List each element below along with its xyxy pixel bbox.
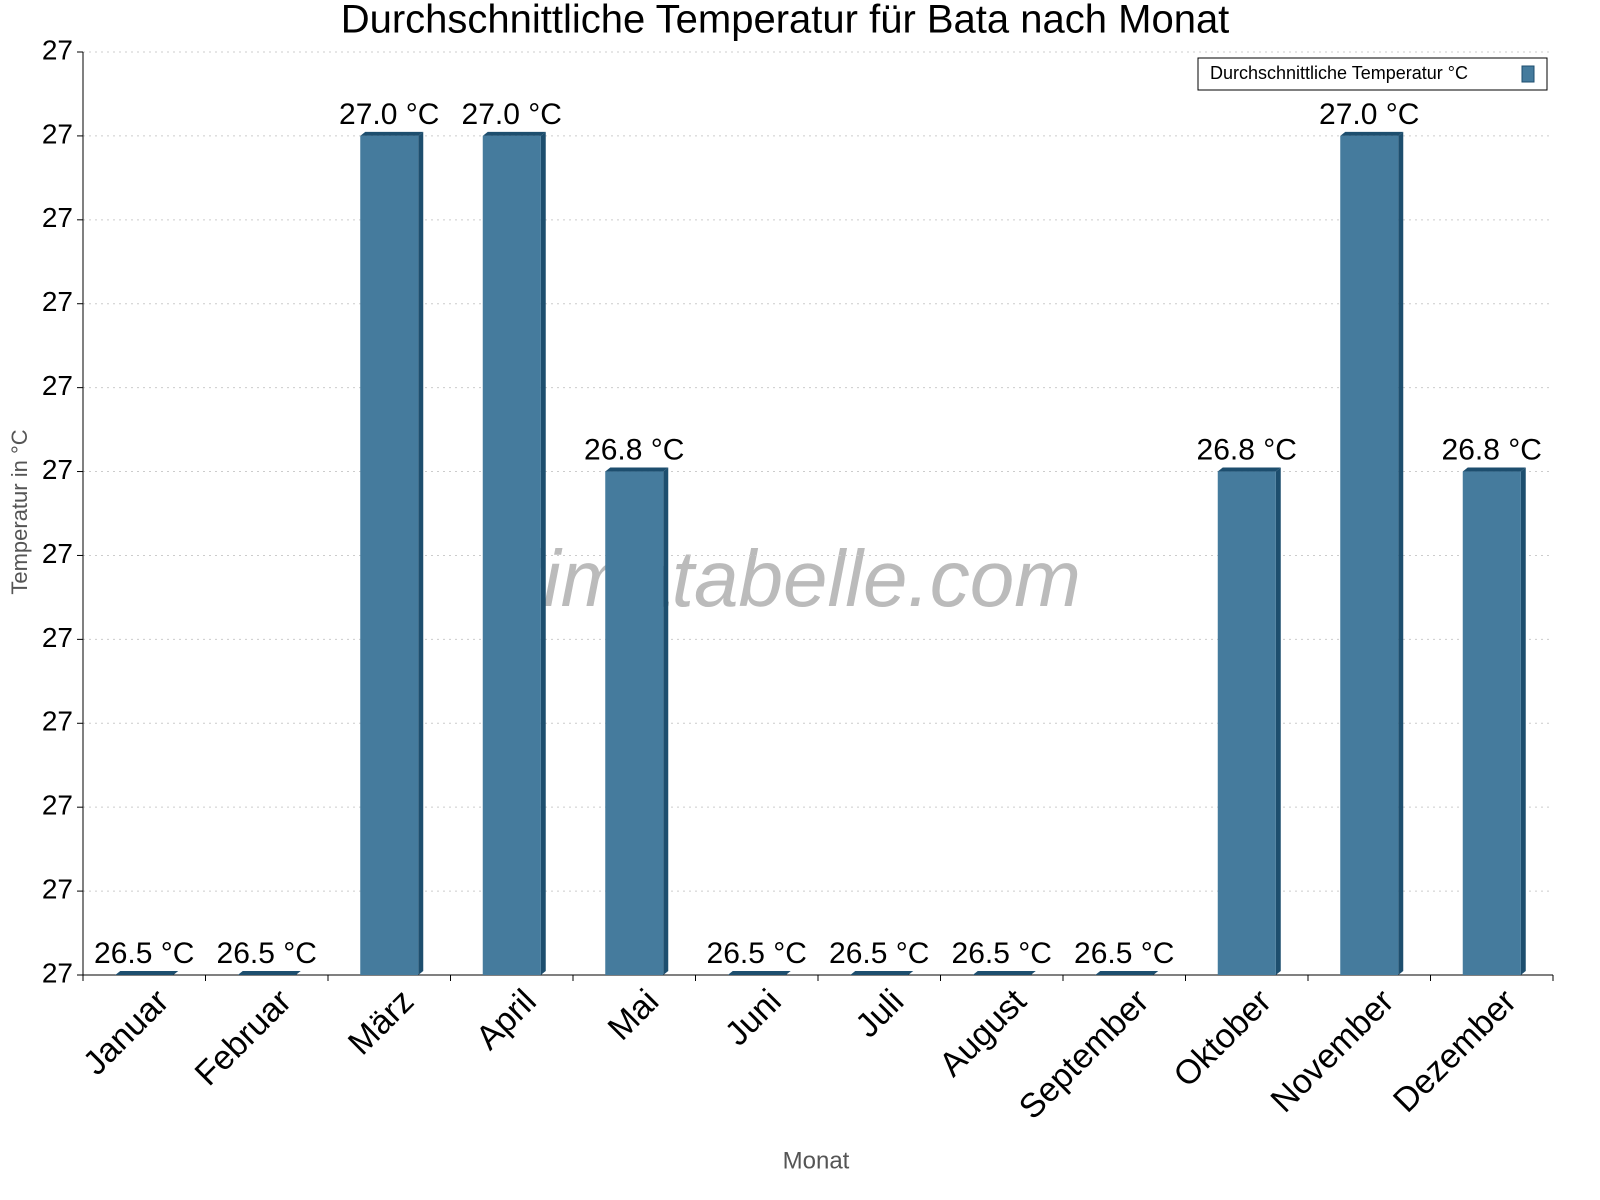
value-label: 26.8 °C	[1442, 433, 1542, 466]
bar-top	[1095, 971, 1159, 975]
x-tick-label: April	[469, 982, 544, 1057]
bar-top	[1462, 467, 1526, 472]
value-label: 26.5 °C	[94, 937, 194, 970]
value-label: 26.8 °C	[1197, 433, 1297, 466]
bar-top	[360, 131, 424, 136]
y-tick-label: 27	[42, 118, 73, 149]
value-label: 27.0 °C	[339, 98, 439, 131]
y-axis-label: Temperatur in °C	[7, 429, 32, 594]
bar-top	[972, 971, 1036, 975]
bar-side	[418, 131, 424, 976]
bar-side	[1398, 131, 1404, 976]
watermark: klimatabelle.com	[485, 534, 1081, 623]
y-tick-label: 27	[42, 286, 73, 317]
y-tick-label: 27	[42, 538, 73, 569]
bar	[1217, 471, 1276, 975]
bar-top	[1217, 467, 1281, 472]
bar-side	[663, 467, 669, 975]
bar-top	[850, 971, 914, 975]
x-tick-label: Dezember	[1386, 982, 1524, 1120]
x-tick-label: Mai	[601, 982, 667, 1048]
chart-title: Durchschnittliche Temperatur für Bata na…	[341, 0, 1230, 42]
x-tick-label: Juni	[718, 982, 789, 1053]
bar-side	[1275, 467, 1281, 975]
legend-box	[1197, 57, 1548, 91]
bar	[1340, 135, 1399, 976]
x-tick-label: Februar	[188, 982, 299, 1093]
y-tick-label: 27	[42, 622, 73, 653]
value-label: 27.0 °C	[1319, 98, 1419, 131]
x-tick-label: August	[932, 982, 1034, 1084]
bar-top	[605, 467, 669, 472]
value-label: 26.5 °C	[952, 937, 1052, 970]
bar-top	[727, 971, 791, 975]
bar	[1462, 471, 1521, 975]
y-tick-label: 27	[42, 202, 73, 233]
y-tick-label: 27	[42, 706, 73, 737]
bar-side	[540, 131, 546, 976]
x-axis-label: Monat	[783, 1147, 850, 1174]
x-tick-label: September	[1012, 982, 1156, 1126]
y-tick-label: 27	[42, 34, 73, 65]
bar	[605, 471, 664, 975]
x-tick-label: Oktober	[1166, 982, 1278, 1094]
legend-label: Durchschnittliche Temperatur °C	[1210, 63, 1468, 83]
value-label: 27.0 °C	[462, 98, 562, 131]
y-tick-label: 27	[42, 454, 73, 485]
x-tick-label: November	[1263, 982, 1401, 1120]
bar-top	[482, 131, 546, 136]
bar-top	[1340, 131, 1404, 136]
x-tick-label: Januar	[76, 982, 176, 1082]
y-tick-label: 27	[42, 370, 73, 401]
y-tick-label: 27	[42, 873, 73, 904]
bar-top	[115, 971, 179, 975]
value-label: 26.5 °C	[1074, 937, 1174, 970]
bar-top	[237, 971, 301, 975]
y-tick-label: 27	[42, 957, 73, 988]
bar-side	[1520, 467, 1526, 975]
x-tick-label: Juli	[848, 982, 911, 1045]
value-label: 26.5 °C	[217, 937, 317, 970]
value-label: 26.5 °C	[707, 937, 807, 970]
bar	[360, 135, 419, 976]
value-label: 26.5 °C	[829, 937, 929, 970]
bar	[482, 135, 541, 976]
legend-swatch	[1521, 65, 1535, 83]
value-label: 26.8 °C	[584, 433, 684, 466]
y-tick-label: 27	[42, 790, 73, 821]
x-tick-label: März	[341, 982, 421, 1062]
